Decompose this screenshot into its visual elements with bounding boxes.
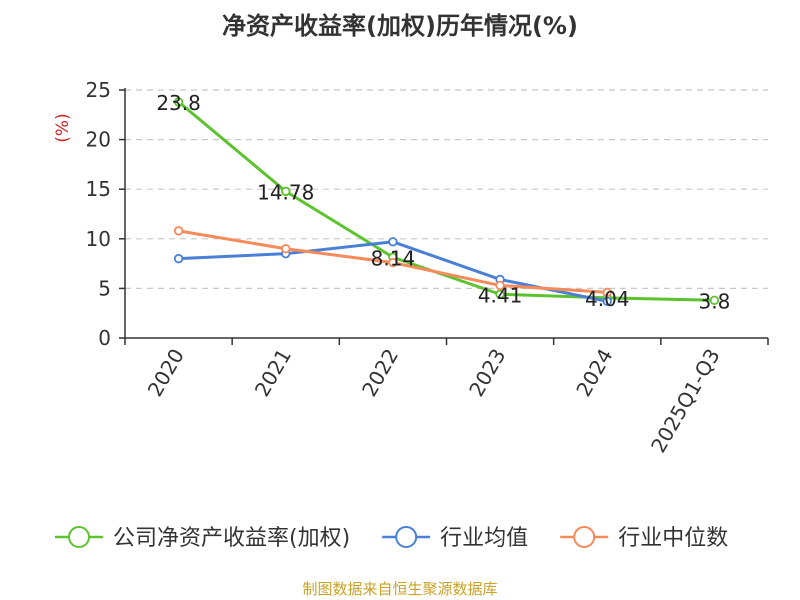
series-1-point-4 [602, 296, 612, 306]
x-tick-label-2021: 2021 [250, 345, 296, 401]
series-2-point-0 [173, 226, 184, 236]
legend-marker-2 [573, 526, 596, 548]
series-2-point-2 [388, 257, 398, 268]
y-tick-label-0: 0 [98, 326, 111, 350]
series-1-point-0 [173, 253, 184, 264]
legend-item-1[interactable]: 行业均值 [382, 526, 528, 551]
data-label-2: 8.14 [371, 246, 416, 270]
data-label-0: 23.8 [156, 91, 201, 115]
data-labels: 23.8 14.78 8.14 4.41 4.04 3.8 [156, 91, 730, 313]
chart-title: 净资产收益率(加权)历年情况(%) [222, 12, 578, 40]
legend-marker-0 [68, 526, 90, 548]
data-label-4: 4.04 [585, 287, 630, 311]
legend-item-2[interactable]: 行业中位数 [560, 526, 728, 551]
grid-lines [125, 89, 768, 289]
x-tick-label-2020: 2020 [143, 345, 189, 401]
legend-item-0[interactable]: 公司净资产收益率(加权) [55, 526, 350, 551]
series-0-point-1 [281, 186, 291, 197]
x-tick-label-2025Q1-Q3: 2025Q1-Q3 [646, 345, 725, 457]
series-0-point-5 [709, 295, 720, 306]
y-tick-label-25: 25 [86, 78, 111, 102]
x-tick-label-2023: 2023 [464, 345, 510, 401]
series-1-point-2 [388, 237, 398, 247]
legend-label-2: 行业中位数 [618, 526, 728, 551]
series-2-point-1 [281, 244, 291, 254]
data-label-1: 14.78 [257, 180, 314, 204]
y-tick-label-15: 15 [86, 177, 111, 201]
legend[interactable]: 公司净资产收益率(加权) 行业均值 行业中位数 [55, 526, 728, 551]
y-axis-ticks: 0 5 10 15 20 25 [86, 78, 125, 350]
data-label-3: 4.41 [478, 283, 523, 307]
y-axis-label: (%) [53, 113, 73, 142]
y-tick-label-5: 5 [98, 276, 111, 300]
series-2-point-3 [495, 280, 505, 291]
x-tick-label-2024: 2024 [571, 345, 617, 401]
y-tick-label-10: 10 [86, 227, 111, 251]
data-source: 制图数据来自恒生聚源数据库 [302, 580, 498, 598]
legend-label-0: 公司净资产收益率(加权) [113, 526, 350, 551]
y-tick-label-20: 20 [86, 128, 111, 152]
series-0-point-3 [495, 289, 505, 299]
legend-label-1: 行业均值 [440, 526, 528, 551]
series-group [173, 97, 720, 306]
legend-marker-1 [395, 526, 418, 548]
data-label-5: 3.8 [699, 289, 731, 313]
x-tick-label-2022: 2022 [357, 345, 403, 401]
series-line-0 [177, 100, 715, 302]
series-2-point-4 [602, 287, 612, 298]
series-0-point-0 [173, 97, 184, 107]
x-axis-ticks: 2020 2021 2022 2023 2024 2025Q1-Q3 [124, 338, 769, 457]
